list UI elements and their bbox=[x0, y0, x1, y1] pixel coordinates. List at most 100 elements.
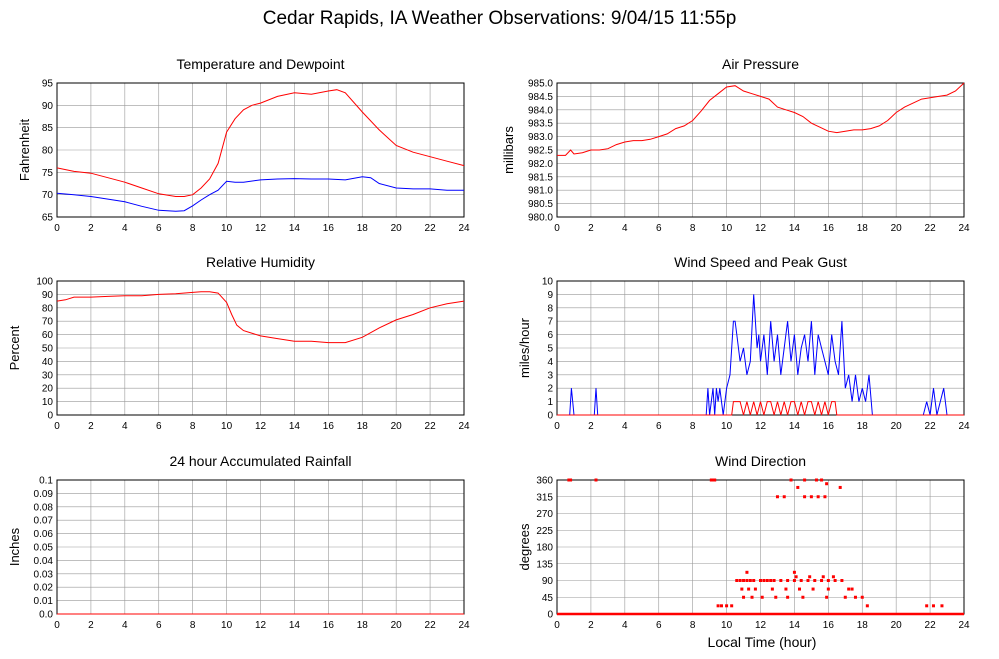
direction-point bbox=[774, 595, 778, 599]
temp-x-tick-label: 14 bbox=[289, 223, 301, 234]
wind-y-tick-label: 6 bbox=[547, 330, 553, 341]
direction-x-tick-label: 22 bbox=[925, 620, 937, 631]
wind-y-tick-label: 0 bbox=[547, 411, 553, 422]
pressure-x-tick-label: 16 bbox=[823, 223, 835, 234]
direction-point bbox=[748, 579, 752, 582]
rain-x-tick-label: 18 bbox=[357, 620, 369, 631]
direction-point bbox=[803, 478, 807, 482]
rain-x-tick-label: 22 bbox=[425, 620, 437, 631]
humidity-y-tick-label: 0 bbox=[47, 411, 53, 422]
direction-point bbox=[825, 482, 829, 486]
direction-point bbox=[860, 595, 864, 599]
direction-point bbox=[738, 579, 742, 582]
rain-y-tick-label: 0.1 bbox=[39, 476, 53, 487]
direction-y-tick-label: 135 bbox=[536, 559, 553, 570]
direction-point bbox=[801, 595, 805, 599]
direction-point bbox=[719, 604, 723, 608]
direction-point bbox=[775, 495, 779, 499]
pressure-series-line-0 bbox=[557, 82, 965, 156]
wind-y-tick-label: 7 bbox=[547, 317, 553, 328]
pressure-y-tick-label: 982.0 bbox=[528, 159, 553, 170]
pressure-x-tick-label: 6 bbox=[656, 223, 662, 234]
direction-point bbox=[820, 478, 824, 482]
humidity-x-tick-label: 22 bbox=[425, 421, 437, 432]
direction-point bbox=[759, 579, 762, 582]
rain-y-tick-label: 0.08 bbox=[34, 502, 54, 513]
temp-plot-border bbox=[56, 82, 465, 218]
direction-y-tick-label: 45 bbox=[542, 593, 554, 604]
direction-point bbox=[865, 604, 869, 608]
wind-x-tick-label: 12 bbox=[755, 421, 767, 432]
direction-y-tick-label: 270 bbox=[536, 509, 553, 520]
humidity-plot-border bbox=[56, 280, 465, 416]
pressure-x-tick-label: 18 bbox=[857, 223, 869, 234]
direction-point bbox=[730, 604, 734, 608]
wind-x-tick-label: 8 bbox=[690, 421, 696, 432]
humidity-y-tick-label: 100 bbox=[36, 277, 53, 288]
direction-point bbox=[826, 579, 830, 582]
pressure-y-tick-label: 984.5 bbox=[528, 92, 553, 103]
direction-point bbox=[816, 495, 820, 499]
wind-x-tick-label: 16 bbox=[823, 421, 835, 432]
temp-y-axis-label: Fahrenheit bbox=[17, 119, 32, 182]
temp-chart: 0 2 4 6 8 10 12 14 16 18 20 22 2465707580859095Tempe… bbox=[17, 56, 470, 234]
rain-y-tick-label: 0.04 bbox=[34, 556, 54, 567]
pressure-x-tick-label: 4 bbox=[622, 223, 628, 234]
wind-x-tick-label: 6 bbox=[656, 421, 662, 432]
direction-x-tick-label: 18 bbox=[857, 620, 869, 631]
humidity-chart: 0 2 4 6 8 10 12 14 16 18 20 22 240102030405060708090… bbox=[7, 254, 470, 432]
direction-x-tick-label: 0 bbox=[554, 620, 560, 631]
rain-x-tick-label: 20 bbox=[391, 620, 403, 631]
direction-point bbox=[594, 478, 598, 482]
temp-x-tick-label: 22 bbox=[425, 223, 437, 234]
direction-point bbox=[931, 604, 935, 608]
rain-x-tick-label: 6 bbox=[156, 620, 162, 631]
direction-point bbox=[853, 595, 857, 599]
direction-point bbox=[838, 485, 842, 489]
wind-x-tick-label: 10 bbox=[721, 421, 733, 432]
direction-point bbox=[925, 604, 929, 608]
direction-point bbox=[792, 579, 796, 582]
pressure-y-tick-label: 983.5 bbox=[528, 119, 553, 130]
pressure-y-tick-label: 980.5 bbox=[528, 199, 553, 210]
direction-point bbox=[782, 495, 786, 499]
pressure-x-tick-label: 0 bbox=[554, 223, 560, 234]
wind-x-tick-label: 22 bbox=[925, 421, 937, 432]
direction-point bbox=[843, 595, 847, 599]
direction-point bbox=[803, 495, 807, 499]
pressure-y-tick-label: 985.0 bbox=[528, 79, 553, 90]
direction-y-axis-label: degrees bbox=[517, 523, 532, 570]
direction-point bbox=[798, 587, 802, 591]
direction-y-tick-label: 90 bbox=[542, 576, 554, 587]
direction-point bbox=[742, 579, 746, 582]
direction-point bbox=[809, 495, 813, 499]
direction-x-tick-label: 12 bbox=[755, 620, 767, 631]
direction-point bbox=[831, 575, 835, 579]
direction-point bbox=[799, 579, 803, 582]
rain-chart: 0 2 4 6 8 10 12 14 16 18 20 22 240.00.010.020.030.04… bbox=[7, 453, 470, 631]
rain-x-tick-label: 14 bbox=[289, 620, 301, 631]
temp-x-tick-label: 16 bbox=[323, 223, 335, 234]
temp-x-tick-label: 12 bbox=[255, 223, 267, 234]
direction-point bbox=[772, 579, 776, 582]
pressure-y-tick-label: 983.0 bbox=[528, 132, 553, 143]
humidity-y-tick-label: 70 bbox=[42, 317, 54, 328]
direction-x-tick-label: 6 bbox=[656, 620, 662, 631]
direction-point bbox=[811, 587, 815, 591]
wind-y-tick-label: 3 bbox=[547, 370, 553, 381]
direction-point bbox=[806, 579, 810, 582]
temp-series-line-0 bbox=[56, 89, 465, 197]
temp-x-tick-label: 18 bbox=[357, 223, 369, 234]
direction-point bbox=[747, 587, 751, 591]
direction-point bbox=[825, 595, 829, 599]
direction-x-tick-label: 10 bbox=[721, 620, 733, 631]
direction-chart-title: Wind Direction bbox=[715, 453, 806, 469]
temp-y-tick-label: 85 bbox=[42, 123, 54, 134]
wind-x-tick-label: 0 bbox=[554, 421, 560, 432]
humidity-y-tick-label: 90 bbox=[42, 290, 54, 301]
rain-x-tick-label: 4 bbox=[122, 620, 128, 631]
pressure-y-tick-label: 980.0 bbox=[528, 213, 553, 224]
humidity-x-tick-label: 6 bbox=[156, 421, 162, 432]
pressure-x-tick-label: 10 bbox=[721, 223, 733, 234]
direction-x-tick-label: 16 bbox=[823, 620, 835, 631]
